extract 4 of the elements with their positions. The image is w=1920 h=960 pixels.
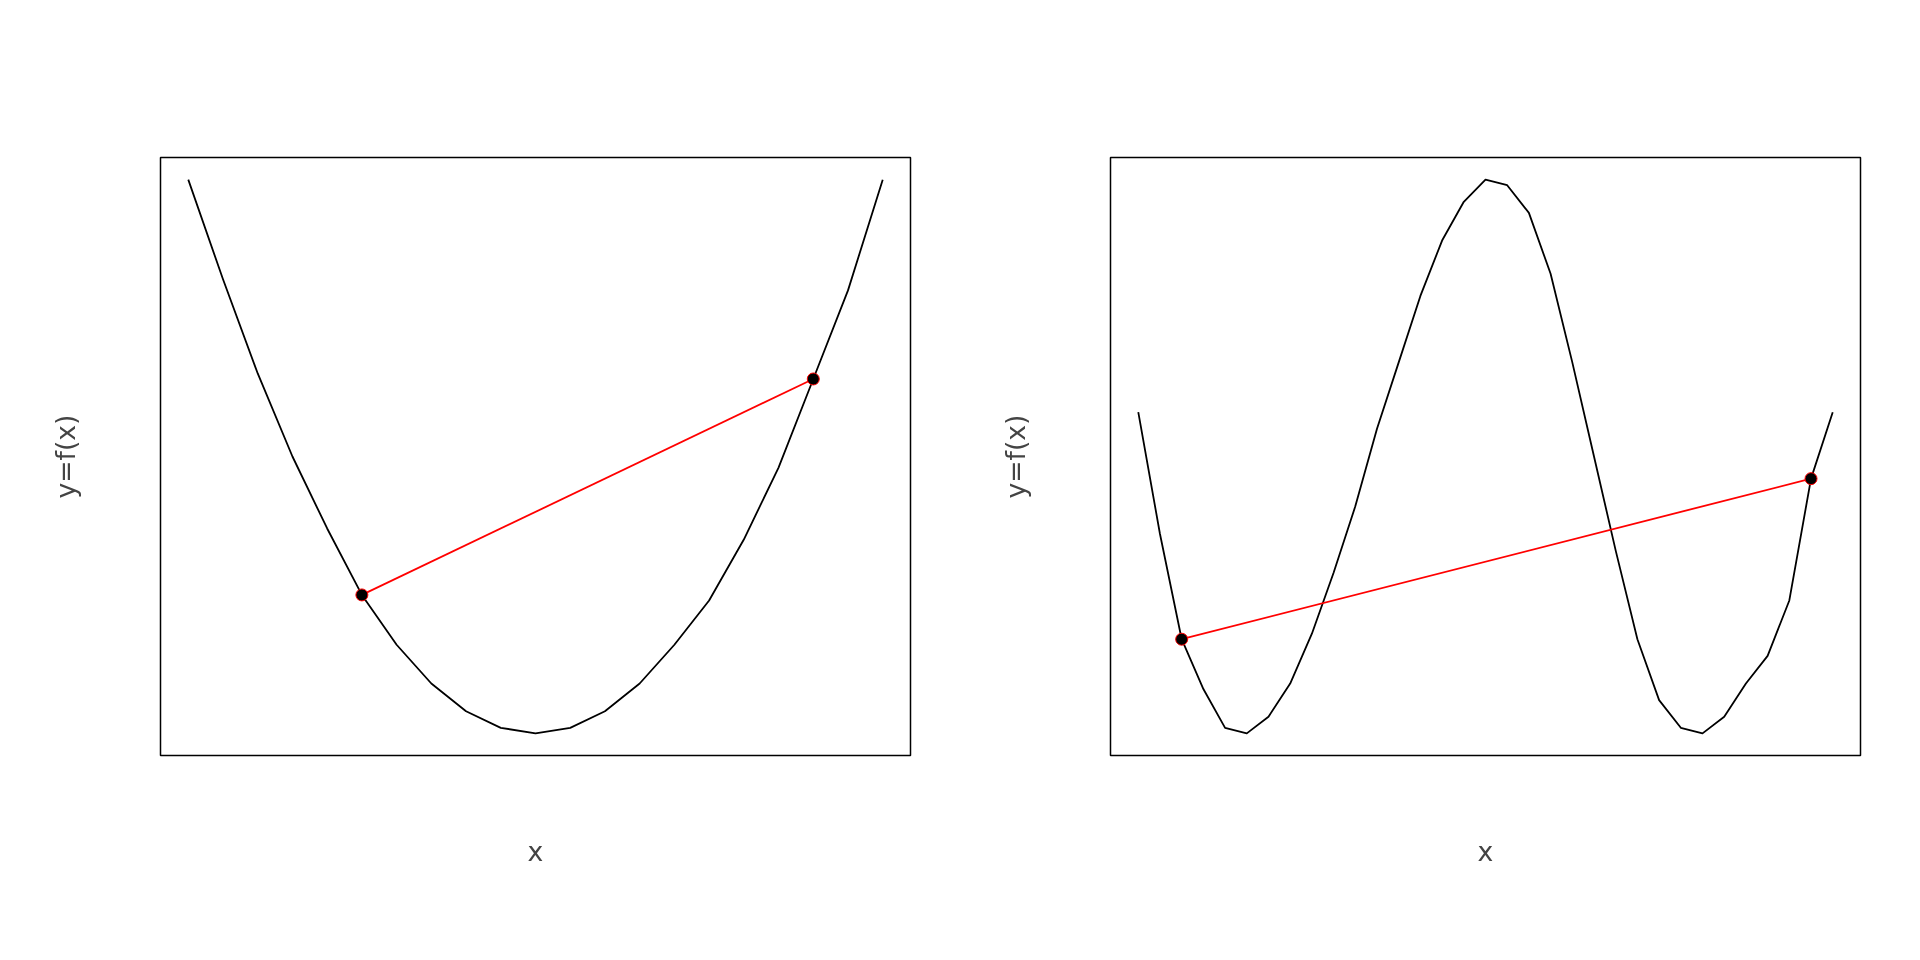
x-axis-title: x	[527, 835, 544, 867]
y-axis-title: y=f(x)	[999, 414, 1031, 499]
y-axis-title: y=f(x)	[49, 414, 81, 499]
x-axis-title: x	[1477, 835, 1494, 867]
